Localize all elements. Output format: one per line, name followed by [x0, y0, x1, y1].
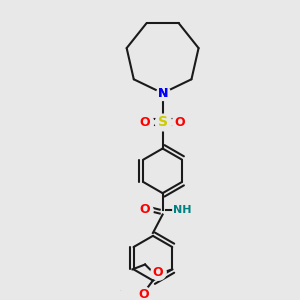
Text: N: N — [158, 87, 168, 100]
Text: O: O — [140, 116, 151, 129]
Text: S: S — [158, 115, 168, 129]
Text: NH: NH — [173, 205, 191, 215]
Text: O: O — [140, 203, 151, 216]
Text: O: O — [138, 288, 148, 300]
Text: O: O — [175, 116, 185, 129]
Text: O: O — [152, 266, 163, 279]
Text: N: N — [158, 87, 168, 100]
